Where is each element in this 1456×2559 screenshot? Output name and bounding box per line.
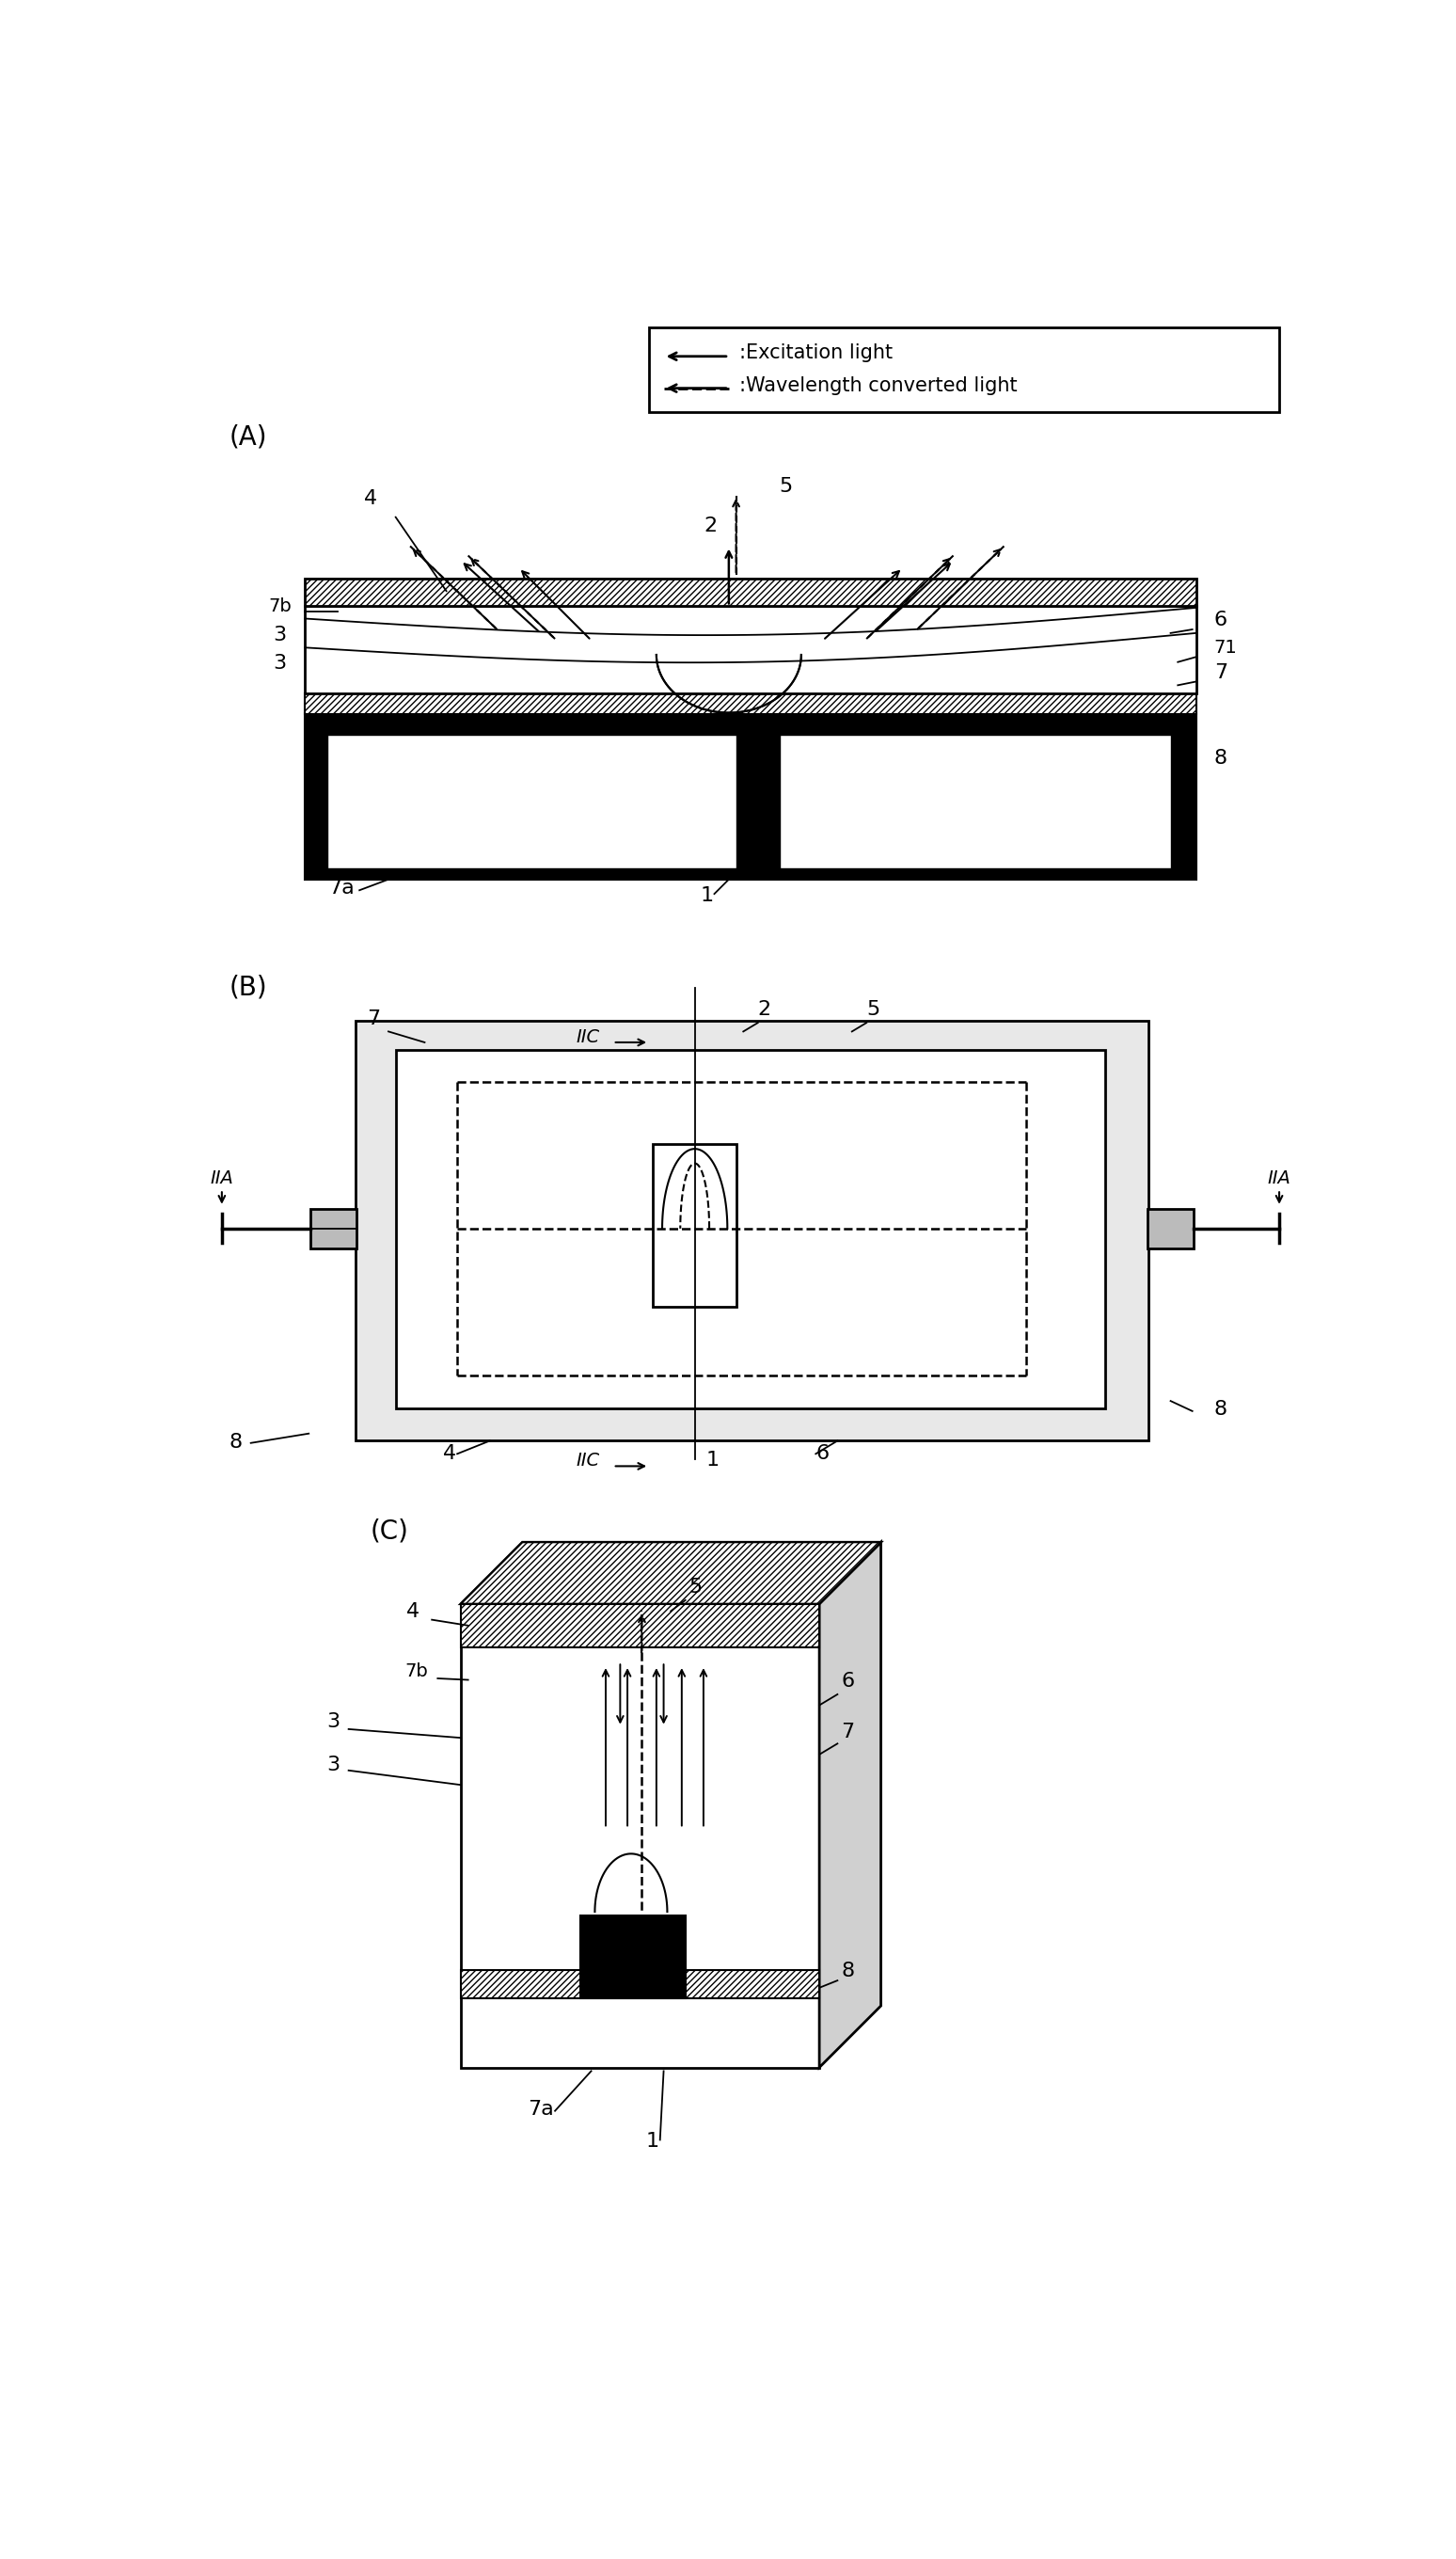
Polygon shape — [1147, 1208, 1194, 1249]
Polygon shape — [779, 734, 1171, 868]
Text: :Excitation light: :Excitation light — [740, 343, 893, 363]
Polygon shape — [581, 1914, 686, 1999]
Polygon shape — [310, 1208, 357, 1249]
Text: 7a: 7a — [527, 2098, 553, 2119]
Text: 7a: 7a — [328, 878, 354, 898]
Text: 3: 3 — [326, 1712, 341, 1730]
Polygon shape — [306, 578, 1195, 606]
Polygon shape — [693, 655, 764, 693]
Text: 8: 8 — [1214, 1400, 1227, 1420]
Text: 6: 6 — [1214, 612, 1227, 630]
Polygon shape — [306, 606, 1195, 693]
Text: 1: 1 — [700, 885, 713, 906]
Text: 7: 7 — [367, 1008, 380, 1029]
Text: 6: 6 — [842, 1671, 855, 1691]
Text: 4: 4 — [406, 1602, 419, 1620]
Text: 8: 8 — [229, 1433, 242, 1451]
Text: 8: 8 — [842, 1963, 855, 1981]
Text: (C): (C) — [370, 1517, 409, 1543]
Text: IIA: IIA — [210, 1169, 233, 1187]
Text: :Wavelength converted light: :Wavelength converted light — [740, 376, 1018, 394]
Polygon shape — [306, 714, 1195, 880]
Polygon shape — [462, 1604, 820, 2068]
Text: 1: 1 — [706, 1451, 719, 1469]
Text: 6: 6 — [815, 1443, 828, 1464]
Text: 7b: 7b — [268, 596, 291, 614]
Text: 8: 8 — [1214, 747, 1227, 768]
Text: 5: 5 — [866, 1001, 879, 1018]
Text: 4: 4 — [364, 489, 377, 507]
Text: 3: 3 — [274, 624, 287, 645]
Polygon shape — [355, 1021, 1149, 1441]
Text: 2: 2 — [757, 1001, 772, 1018]
Polygon shape — [462, 1543, 881, 1604]
Text: IIC: IIC — [575, 1451, 600, 1469]
Text: IIC: IIC — [575, 1029, 600, 1047]
Text: 3: 3 — [274, 655, 287, 673]
Text: IIA: IIA — [1268, 1169, 1291, 1187]
Polygon shape — [820, 1543, 881, 2068]
Text: 5: 5 — [779, 476, 794, 496]
Polygon shape — [462, 1970, 820, 1999]
Text: 1: 1 — [646, 2132, 660, 2152]
Text: 3: 3 — [326, 1755, 341, 1773]
Polygon shape — [462, 1604, 820, 1648]
Polygon shape — [306, 693, 1195, 714]
Text: 2: 2 — [703, 517, 716, 535]
Polygon shape — [652, 1144, 737, 1308]
Text: 4: 4 — [443, 1443, 456, 1464]
Text: 5: 5 — [689, 1579, 702, 1597]
Polygon shape — [396, 1049, 1105, 1407]
Polygon shape — [462, 1543, 881, 1604]
Text: 7: 7 — [842, 1722, 855, 1743]
Text: 71: 71 — [1214, 640, 1238, 658]
Text: (B): (B) — [229, 975, 268, 1001]
Polygon shape — [326, 734, 737, 868]
Text: 7b: 7b — [405, 1663, 428, 1681]
Text: 7: 7 — [1214, 663, 1227, 681]
Text: (A): (A) — [229, 425, 268, 450]
